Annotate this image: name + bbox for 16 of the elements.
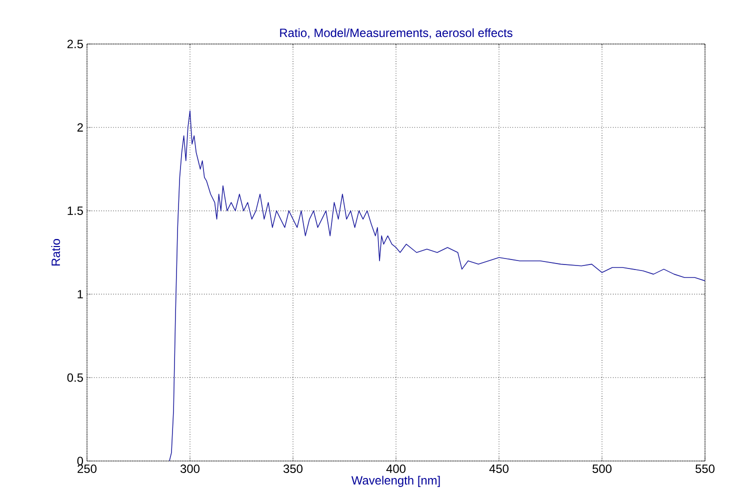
x-tick-label: 350 [283,464,303,473]
x-axis-title: Wavelength [nm] [351,476,440,487]
x-tick-label: 550 [696,464,715,473]
chart-title: Ratio, Model/Measurements, aerosol effects [280,28,512,38]
x-tick-label: 450 [489,464,509,473]
y-axis-title: Ratio [51,239,60,266]
x-tick-label: 400 [386,464,406,473]
y-tick-label: 0 [77,456,84,466]
y-tick-label: 0.5 [67,373,83,382]
x-tick-label: 300 [180,464,200,473]
x-tick-label: 500 [592,464,612,473]
y-tick-label: 1 [78,290,83,298]
y-tick-label: 2.5 [67,40,83,48]
y-tick-label: 1.5 [68,206,83,215]
x-tick-label: 250 [78,464,97,473]
y-tick-label: 2 [77,123,83,132]
